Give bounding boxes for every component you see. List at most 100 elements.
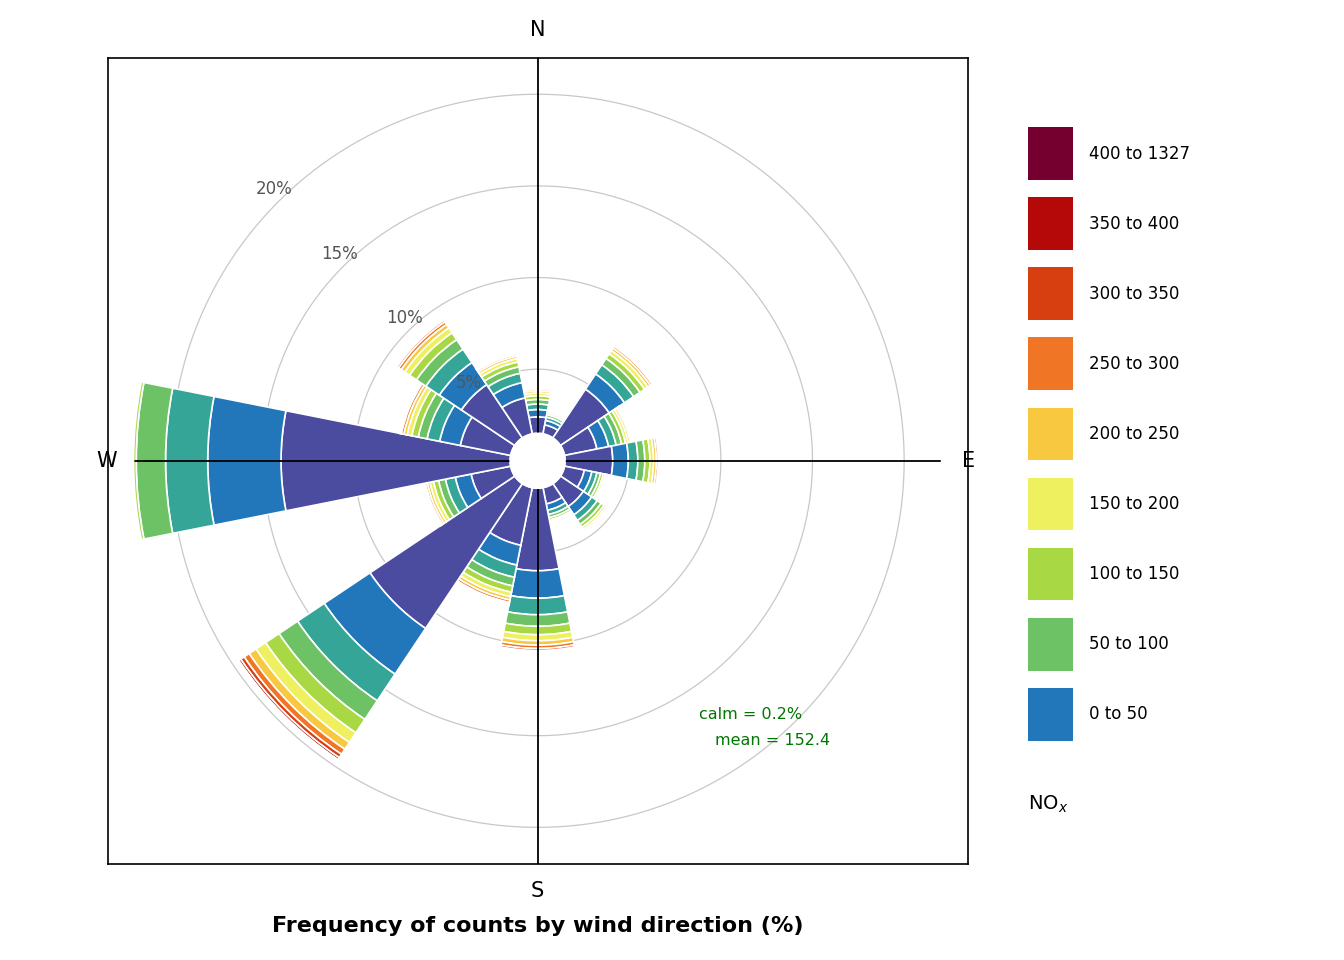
Bar <box>461 572 512 597</box>
Bar <box>550 515 574 525</box>
Text: NO$_x$: NO$_x$ <box>1028 794 1068 815</box>
Bar <box>458 576 511 600</box>
Bar <box>523 387 552 389</box>
Bar <box>466 560 515 586</box>
Bar <box>457 581 509 604</box>
Bar <box>524 393 551 397</box>
Bar <box>547 413 564 421</box>
Bar <box>71 370 82 552</box>
Text: 250 to 300: 250 to 300 <box>1089 355 1179 372</box>
Bar <box>488 373 521 395</box>
Bar <box>425 483 444 524</box>
Bar <box>530 417 546 434</box>
Bar <box>439 363 487 410</box>
Bar <box>617 407 632 443</box>
Bar <box>548 408 567 417</box>
Bar <box>550 513 573 523</box>
Bar <box>399 322 446 370</box>
Bar <box>659 437 661 485</box>
Bar <box>266 634 364 732</box>
Bar <box>543 484 562 504</box>
Bar <box>398 382 419 433</box>
Bar <box>526 399 550 405</box>
Bar <box>423 484 441 525</box>
Text: E: E <box>962 451 974 470</box>
Text: N: N <box>530 20 546 40</box>
Bar <box>587 472 601 496</box>
Bar <box>602 358 640 396</box>
Bar <box>395 319 444 366</box>
Bar <box>427 482 446 523</box>
Bar <box>472 549 517 577</box>
Bar <box>504 623 571 635</box>
Bar <box>500 647 575 652</box>
Bar <box>655 437 659 485</box>
Bar <box>652 438 656 484</box>
Bar <box>476 352 516 370</box>
Bar <box>612 409 629 444</box>
Bar <box>527 404 548 411</box>
Bar <box>546 497 566 510</box>
Bar <box>407 387 431 436</box>
Bar <box>426 349 472 396</box>
Bar <box>396 320 445 368</box>
Bar <box>593 474 605 499</box>
Text: Frequency of counts by wind direction (%): Frequency of counts by wind direction (%… <box>271 916 804 936</box>
Bar <box>648 438 653 484</box>
Bar <box>456 583 509 606</box>
Bar <box>585 508 609 532</box>
Bar <box>524 389 551 392</box>
Bar <box>543 425 558 438</box>
Bar <box>550 511 573 521</box>
Text: 0 to 50: 0 to 50 <box>1089 706 1148 723</box>
Bar <box>489 484 532 545</box>
Bar <box>612 444 628 478</box>
Text: 150 to 200: 150 to 200 <box>1089 495 1179 513</box>
Bar <box>583 507 607 531</box>
Bar <box>503 632 573 640</box>
Bar <box>552 389 609 445</box>
Bar <box>614 345 653 384</box>
Bar <box>597 474 607 500</box>
Bar <box>427 398 454 442</box>
Bar <box>116 378 144 543</box>
Bar <box>577 470 591 492</box>
Bar <box>552 476 583 507</box>
Bar <box>255 642 356 742</box>
Bar <box>438 479 460 516</box>
Text: 350 to 400: 350 to 400 <box>1089 215 1179 232</box>
Bar <box>550 514 574 524</box>
Bar <box>585 509 610 533</box>
Bar <box>616 344 655 383</box>
Bar <box>461 385 523 445</box>
Bar <box>480 358 517 377</box>
Bar <box>136 382 173 540</box>
Bar <box>582 505 606 529</box>
Text: 200 to 250: 200 to 250 <box>1089 425 1179 443</box>
Bar <box>238 660 337 761</box>
Bar <box>478 356 517 374</box>
Bar <box>578 500 601 524</box>
Bar <box>439 405 472 445</box>
Bar <box>239 660 339 759</box>
Bar <box>411 390 437 437</box>
Bar <box>586 374 625 413</box>
Bar <box>547 410 566 419</box>
Bar <box>477 354 516 372</box>
Bar <box>402 384 425 434</box>
Bar <box>505 612 570 626</box>
Bar <box>410 333 457 380</box>
Bar <box>548 409 567 417</box>
Bar <box>456 474 481 508</box>
Bar <box>618 406 634 442</box>
Bar <box>399 383 422 434</box>
Bar <box>165 388 214 534</box>
Bar <box>569 492 591 515</box>
Bar <box>528 410 547 418</box>
Bar <box>546 418 562 426</box>
Text: W: W <box>97 451 117 470</box>
Bar <box>560 467 585 488</box>
Bar <box>90 373 109 548</box>
Bar <box>457 579 509 603</box>
Bar <box>548 409 567 418</box>
